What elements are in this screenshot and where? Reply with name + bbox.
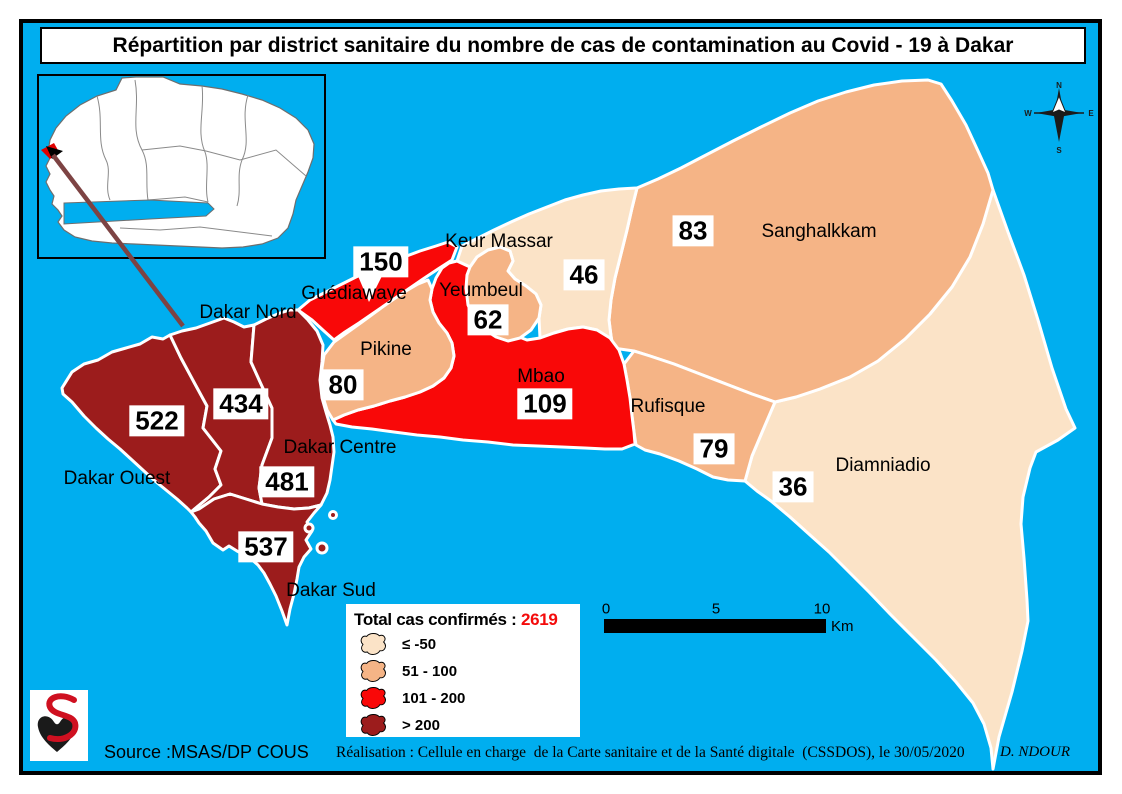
island-dot: [315, 541, 329, 555]
case-count-label: 62: [467, 304, 509, 336]
case-count-label: 83: [672, 215, 714, 247]
case-count-label: 522: [129, 405, 185, 437]
compass-e: E: [1088, 109, 1094, 118]
region-dakar-centre: [249, 308, 336, 511]
legend-total-value: 2619: [520, 610, 558, 629]
district-name-label: Pikine: [360, 339, 412, 360]
case-count-label: 109: [517, 388, 573, 420]
legend-swatch-class1: [360, 632, 386, 655]
scale-unit-label: Km: [831, 618, 854, 635]
compass-rose: N S E W: [1024, 81, 1094, 155]
case-count-label: 79: [693, 433, 735, 465]
district-name-label: Sanghalkkam: [761, 221, 877, 242]
district-name-label: Dakar Centre: [283, 437, 397, 458]
case-count-label: 150: [353, 246, 409, 278]
legend-row: > 200: [356, 712, 580, 738]
case-count-label: 481: [259, 466, 315, 498]
legend-swatch-class2: [360, 659, 386, 682]
district-name-label: Mbao: [517, 366, 565, 387]
map-frame: [19, 19, 1102, 775]
msas-logo-graphic: [37, 693, 79, 752]
senegal-inset-map: [37, 74, 326, 259]
legend-swatch-class3: [360, 686, 386, 709]
district-name-label: Diamniadio: [835, 455, 931, 476]
case-count-label: 46: [563, 259, 605, 291]
legend-row: 101 - 200: [356, 685, 580, 711]
scale-tick-5: 5: [711, 600, 721, 618]
case-count-label: 537: [238, 531, 294, 563]
scale-tick-10: 10: [813, 600, 831, 618]
case-count-label: 434: [213, 388, 269, 420]
legend-title: Total cas confirmés : 2619: [354, 610, 574, 630]
legend-row: 51 - 100: [356, 658, 580, 684]
compass-s: S: [1056, 146, 1062, 155]
scale-bar: [604, 619, 826, 633]
case-count-label: 36: [772, 471, 814, 503]
case-count-label: 80: [322, 369, 364, 401]
district-name-label: Dakar Ouest: [63, 468, 171, 489]
legend-class-label: > 200: [402, 716, 440, 734]
legend-class-label: ≤ -50: [402, 635, 437, 653]
legend-class-label: 51 - 100: [402, 662, 458, 680]
realisation-credit: Réalisation : Cellule en charge de la Ca…: [336, 744, 965, 761]
scale-tick-0: 0: [601, 600, 611, 618]
legend-class-label: 101 - 200: [402, 689, 466, 707]
source-credit: Source :MSAS/DP COUS: [104, 742, 309, 762]
region-guediawaye: [296, 240, 459, 342]
compass-w: W: [1024, 109, 1032, 118]
district-name-label: Dakar Sud: [286, 580, 376, 601]
msas-logo: [30, 690, 88, 761]
legend: Total cas confirmés : 2619 ≤ -50 51 - 10…: [346, 604, 580, 737]
district-name-label: Yeumbeul: [439, 280, 523, 301]
legend-row: ≤ -50: [356, 631, 580, 657]
map-title: Répartition par district sanitaire du no…: [40, 27, 1086, 64]
legend-swatch-class4: [360, 713, 386, 736]
district-name-label: Keur Massar: [445, 231, 553, 252]
compass-n: N: [1056, 81, 1062, 90]
island-dot: [303, 522, 315, 534]
district-name-label: Guédiawaye: [301, 283, 407, 304]
district-name-label: Rufisque: [630, 396, 706, 417]
district-name-label: Dakar Nord: [199, 302, 297, 323]
callout-tail-150: [358, 276, 382, 302]
author-credit: D. NDOUR: [1000, 744, 1070, 760]
legend-title-text: Total cas confirmés :: [354, 610, 517, 629]
inset-connector-line: [51, 153, 185, 328]
island-dot: [328, 510, 338, 520]
